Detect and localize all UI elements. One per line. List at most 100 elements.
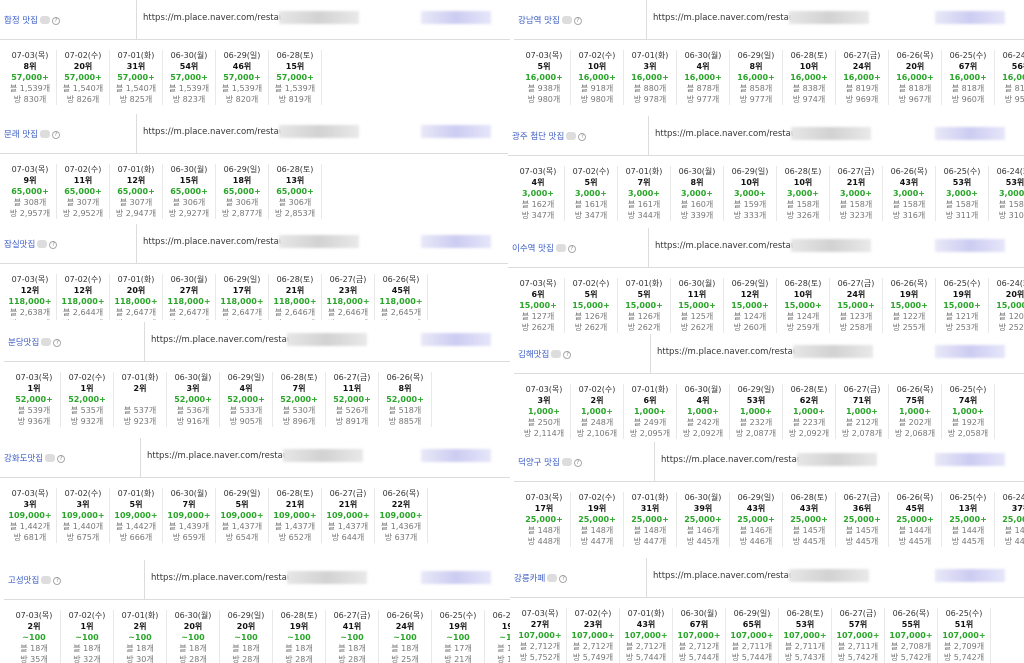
date-label: 07-01(화) xyxy=(625,167,663,176)
url-field[interactable]: https://m.place.naver.com/restaurant xyxy=(144,322,510,362)
search-volume: 65,000+ xyxy=(11,187,49,196)
keyword-link[interactable]: 이수역 맛집? xyxy=(512,242,576,254)
date-label: 06-30(월) xyxy=(174,611,212,620)
help-icon[interactable]: ? xyxy=(573,459,582,467)
date-label: 07-02(수) xyxy=(572,167,610,176)
search-volume: 118,000+ xyxy=(114,297,158,306)
keyword-link[interactable]: 고성맛집? xyxy=(8,574,62,586)
blog-review-count: 블 158개 xyxy=(998,200,1024,209)
keyword-link[interactable]: 합정 맛집? xyxy=(4,14,60,26)
help-icon[interactable]: ? xyxy=(51,17,60,25)
rank-day-cell: 06-27(금) 41위 ~100 블 18개 방 28개 xyxy=(326,610,379,663)
keyword-link[interactable]: 강화도맛집? xyxy=(4,452,66,464)
search-volume: 25,000+ xyxy=(737,515,775,524)
blog-review-count: 블 158개 xyxy=(892,200,926,209)
help-icon[interactable]: ? xyxy=(57,455,66,463)
help-icon[interactable]: ? xyxy=(567,245,576,253)
badge-icon xyxy=(555,244,566,252)
panel-header: 잠실맛집? https://m.place.naver.com/restauran… xyxy=(0,224,510,264)
blog-review-count: 블 307개 xyxy=(66,198,100,207)
blog-review-count: 블 18개 xyxy=(73,644,101,653)
rank-value: 36위 xyxy=(852,504,872,513)
rank-day-cell: 06-29(일) 20위 ~100 블 18개 방 28개 xyxy=(220,610,273,663)
search-volume: ~100 xyxy=(22,633,46,642)
help-icon[interactable]: ? xyxy=(573,17,582,25)
help-icon[interactable]: ? xyxy=(559,575,568,583)
url-field[interactable]: https://m.place.naver.com/restaurant xyxy=(646,558,1024,598)
url-field[interactable]: https://m.place.naver.com/restaurant xyxy=(136,114,510,154)
keyword-label: 강화도맛집 xyxy=(4,454,44,464)
help-icon[interactable]: ? xyxy=(49,241,58,249)
search-volume: 107,000+ xyxy=(571,631,615,640)
rank-value: 19위 xyxy=(448,622,468,631)
visitor-review-count: 방 1,952개 xyxy=(57,318,109,320)
blog-review-count: 블 120개 xyxy=(998,312,1024,321)
blog-review-count: 블 1,540개 xyxy=(62,84,104,93)
search-volume: 65,000+ xyxy=(64,187,102,196)
rank-day-cell: 06-27(금) 11위 52,000+ 블 526개 방 891개 xyxy=(326,372,379,427)
keyword-link[interactable]: 광주 첨단 맛집? xyxy=(512,130,587,142)
date-label: 06-28(토) xyxy=(790,385,828,394)
url-field[interactable]: https://m.place.naver.com/restaurant xyxy=(646,0,1024,40)
blog-review-count: 블 2,711개 xyxy=(837,642,879,651)
blog-review-count: 블 145개 xyxy=(845,526,879,535)
visitor-review-count: 방 1,936개 xyxy=(269,318,321,320)
keyword-label: 김해맛집 xyxy=(518,350,550,360)
rank-value: 8위 xyxy=(23,62,37,71)
date-label: 07-02(수) xyxy=(578,493,616,502)
url-field[interactable]: https://m.place.naver.com/restaurant xyxy=(140,438,510,478)
blog-review-count: 블 18개 xyxy=(391,644,419,653)
rank-value: 13위 xyxy=(285,176,305,185)
url-field[interactable]: https://m.place.naver.com/restaurant xyxy=(136,0,510,40)
help-icon[interactable]: ? xyxy=(563,351,572,359)
rank-value: 43위 xyxy=(899,178,919,187)
keyword-link[interactable]: 덕양구 맛집? xyxy=(518,456,582,468)
help-icon[interactable]: ? xyxy=(53,339,62,347)
panel-header: 광주 첨단 맛집? https://m.place.naver.com/resta… xyxy=(508,116,1024,156)
url-field[interactable]: https://m.place.naver.com/restaurant xyxy=(650,334,1024,374)
keyword-link[interactable]: 강릉카페? xyxy=(514,572,568,584)
rank-value: 1위 xyxy=(80,622,94,631)
keyword-link[interactable]: 분당맛집? xyxy=(8,336,62,348)
date-label: 06-27(금) xyxy=(333,373,371,382)
url-field[interactable]: https://m.place.naver.com/restaurant xyxy=(654,442,1024,482)
blog-review-count: 블 2,712개 xyxy=(678,642,720,651)
keyword-label: 분당맛집 xyxy=(8,338,40,348)
rank-value: 20위 xyxy=(905,62,925,71)
redacted-place-id xyxy=(935,453,1005,466)
keyword-panel: 이수역 맛집? https://m.place.naver.com/restaur… xyxy=(508,228,1024,340)
rank-history-grid: 07-03(목) 9위 65,000+ 블 308개 방 2,957개 07-02(수) 1… xyxy=(4,164,322,219)
visitor-review-count: 방 823개 xyxy=(172,95,206,104)
url-field[interactable]: https://m.place.naver.com/restaurant xyxy=(648,228,1024,268)
rank-value: 21위 xyxy=(285,286,305,295)
visitor-review-count: 방 916개 xyxy=(176,417,210,426)
rank-day-cell: 07-01(화) 31위 25,000+ 블 148개 방 447개 xyxy=(624,492,677,547)
date-label: 06-24(화) xyxy=(996,167,1024,176)
date-label: 07-01(화) xyxy=(121,611,159,620)
help-icon[interactable]: ? xyxy=(53,577,62,585)
help-icon[interactable]: ? xyxy=(578,133,587,141)
url-field[interactable]: https://m.place.naver.com/restaurant xyxy=(144,560,510,600)
rank-day-cell: 06-25(수) 67위 16,000+ 블 818개 방 960개 xyxy=(942,50,995,105)
keyword-link[interactable]: 문래 맛집? xyxy=(4,128,60,140)
blog-review-count: 블 818개 xyxy=(951,84,985,93)
url-field[interactable]: https://m.place.naver.com/restaurant xyxy=(648,116,1024,156)
date-label: 06-24(화) xyxy=(1002,51,1024,60)
help-icon[interactable]: ? xyxy=(51,131,60,139)
rank-day-cell: 07-02(수) 12위 118,000+ 블 2,644개방 1,952개 xyxy=(57,274,110,320)
keyword-link[interactable]: 잠실맛집? xyxy=(4,238,58,250)
rank-day-cell: 07-03(목) 27위 107,000+ 블 2,712개 방 5,752개 xyxy=(514,608,567,663)
date-label: 07-03(목) xyxy=(11,489,49,498)
keyword-link[interactable]: 김해맛집? xyxy=(518,348,572,360)
blog-review-count: 블 122개 xyxy=(892,312,926,321)
blog-review-count: 블 242개 xyxy=(686,418,720,427)
rank-value: 13위 xyxy=(958,504,978,513)
visitor-review-count: 방 262개 xyxy=(627,323,661,332)
visitor-review-count: 방 923개 xyxy=(123,417,157,426)
keyword-link[interactable]: 강남역 맛집? xyxy=(518,14,582,26)
visitor-review-count: 방 2,087개 xyxy=(735,429,777,438)
blog-review-count: 블 126개 xyxy=(574,312,608,321)
blog-review-count: 블 18개 xyxy=(20,644,48,653)
url-field[interactable]: https://m.place.naver.com/restaurant xyxy=(136,224,510,264)
